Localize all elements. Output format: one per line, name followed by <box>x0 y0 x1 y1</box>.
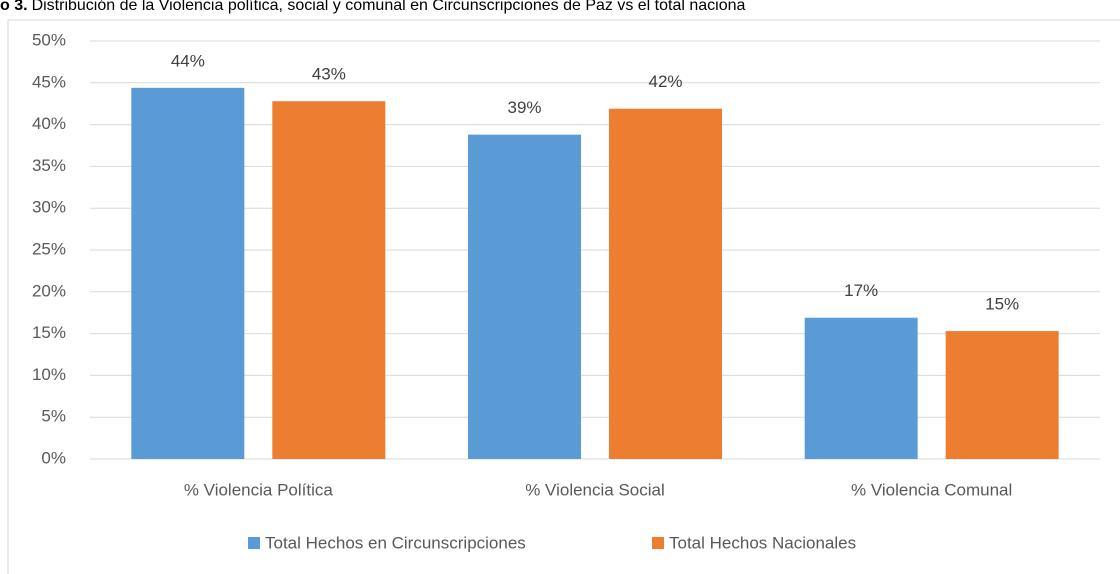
y-tick-label: 10% <box>32 365 66 384</box>
bar <box>804 317 918 459</box>
y-tick-label: 20% <box>32 281 66 300</box>
y-tick-label: 15% <box>32 323 66 342</box>
chart-title: o 3. Distribución de la Violencia polític… <box>0 0 746 14</box>
bar <box>945 331 1059 459</box>
bar <box>609 108 722 459</box>
value-label: 39% <box>507 98 541 117</box>
legend-swatch <box>248 537 260 549</box>
value-label: 42% <box>648 72 682 91</box>
value-label: 44% <box>171 51 205 70</box>
y-tick-label: 25% <box>32 239 66 258</box>
title-text: Distribución de la Violencia política, s… <box>32 0 746 14</box>
x-tick-label: % Violencia Política <box>184 480 334 499</box>
x-tick-label: % Violencia Social <box>525 480 665 499</box>
y-tick-label: 30% <box>32 198 66 217</box>
value-label: 15% <box>985 295 1019 314</box>
chart-border <box>7 19 1120 574</box>
value-label: 43% <box>312 65 346 84</box>
legend-label: Total Hechos en Circunscripciones <box>265 533 526 552</box>
y-tick-label: 45% <box>32 72 66 91</box>
bar <box>131 87 245 459</box>
x-tick-label: % Violencia Comunal <box>851 480 1012 499</box>
title-prefix: o 3. <box>0 0 28 14</box>
y-tick-label: 0% <box>41 448 66 467</box>
y-tick-label: 5% <box>41 407 66 426</box>
y-tick-label: 35% <box>32 156 66 175</box>
legend-label: Total Hechos Nacionales <box>669 533 856 552</box>
bar <box>468 134 581 459</box>
value-label: 17% <box>844 281 878 300</box>
legend-swatch <box>652 537 664 549</box>
y-tick-label: 40% <box>32 114 66 133</box>
bar <box>272 101 386 459</box>
y-tick-label: 50% <box>32 30 66 49</box>
